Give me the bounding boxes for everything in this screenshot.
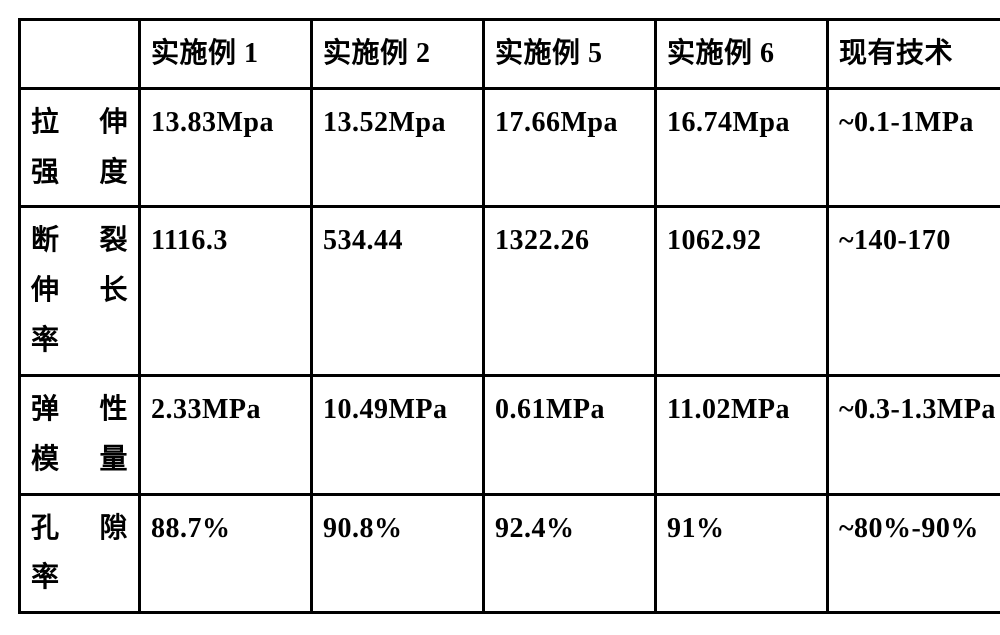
row-header-modulus: 弹 性 模 量 [20, 375, 140, 494]
table-row: 拉 伸 强 度 13.83Mpa 13.52Mpa 17.66Mpa 16.74… [20, 88, 1000, 207]
row-header-line: 孔 隙 [31, 504, 128, 554]
table-cell: 11.02MPa [656, 375, 828, 494]
row-header-line: 拉 伸 [31, 98, 128, 148]
row-header-line: 强 度 [31, 148, 128, 198]
table-cell: 92.4% [484, 494, 656, 613]
table-header-row: 实施例 1 实施例 2 实施例 5 实施例 6 现有技术 [20, 20, 1000, 89]
row-header-porosity: 孔 隙 率 [20, 494, 140, 613]
table-cell: ~140-170 [828, 207, 1000, 375]
col-header-ex6-text: 实施例 6 [657, 21, 826, 87]
col-header-blank-text [21, 21, 138, 37]
table-cell: 13.52Mpa [312, 88, 484, 207]
table-cell: 13.83Mpa [140, 88, 312, 207]
row-header-tensile: 拉 伸 强 度 [20, 88, 140, 207]
table-row: 弹 性 模 量 2.33MPa 10.49MPa 0.61MPa 11.02MP… [20, 375, 1000, 494]
row-header-line: 伸 长 [31, 266, 128, 316]
data-table: 实施例 1 实施例 2 实施例 5 实施例 6 现有技术 拉 伸 强 度 [18, 18, 1000, 614]
row-header-line: 弹 性 [31, 385, 128, 435]
table-row: 孔 隙 率 88.7% 90.8% 92.4% 91% ~80%-90% [20, 494, 1000, 613]
table-cell: 0.61MPa [484, 375, 656, 494]
row-header-elongation: 断 裂 伸 长 率 [20, 207, 140, 375]
row-header-line: 断 裂 [31, 216, 128, 266]
col-header-ex1: 实施例 1 [140, 20, 312, 89]
row-header-line: 率 [31, 316, 128, 366]
table-cell: 88.7% [140, 494, 312, 613]
table-cell: 1322.26 [484, 207, 656, 375]
table-cell: ~80%-90% [828, 494, 1000, 613]
row-header-line: 模 量 [31, 435, 128, 485]
col-header-ex2-text: 实施例 2 [313, 21, 482, 87]
table-cell: 1116.3 [140, 207, 312, 375]
table-cell: 10.49MPa [312, 375, 484, 494]
col-header-ex5-text: 实施例 5 [485, 21, 654, 87]
table-cell: 90.8% [312, 494, 484, 613]
table-row: 断 裂 伸 长 率 1116.3 534.44 1322.26 1062.92 … [20, 207, 1000, 375]
row-header-line: 率 [31, 553, 128, 603]
col-header-ex6: 实施例 6 [656, 20, 828, 89]
table-cell: 534.44 [312, 207, 484, 375]
table-cell: ~0.3-1.3MPa [828, 375, 1000, 494]
col-header-ex2: 实施例 2 [312, 20, 484, 89]
col-header-ex5: 实施例 5 [484, 20, 656, 89]
table-cell: 17.66Mpa [484, 88, 656, 207]
table-cell: 2.33MPa [140, 375, 312, 494]
col-header-blank [20, 20, 140, 89]
table-cell: ~0.1-1MPa [828, 88, 1000, 207]
table-cell: 91% [656, 494, 828, 613]
table-cell: 1062.92 [656, 207, 828, 375]
col-header-prior: 现有技术 [828, 20, 1000, 89]
col-header-ex1-text: 实施例 1 [141, 21, 310, 87]
table-cell: 16.74Mpa [656, 88, 828, 207]
col-header-prior-text: 现有技术 [829, 21, 1000, 87]
